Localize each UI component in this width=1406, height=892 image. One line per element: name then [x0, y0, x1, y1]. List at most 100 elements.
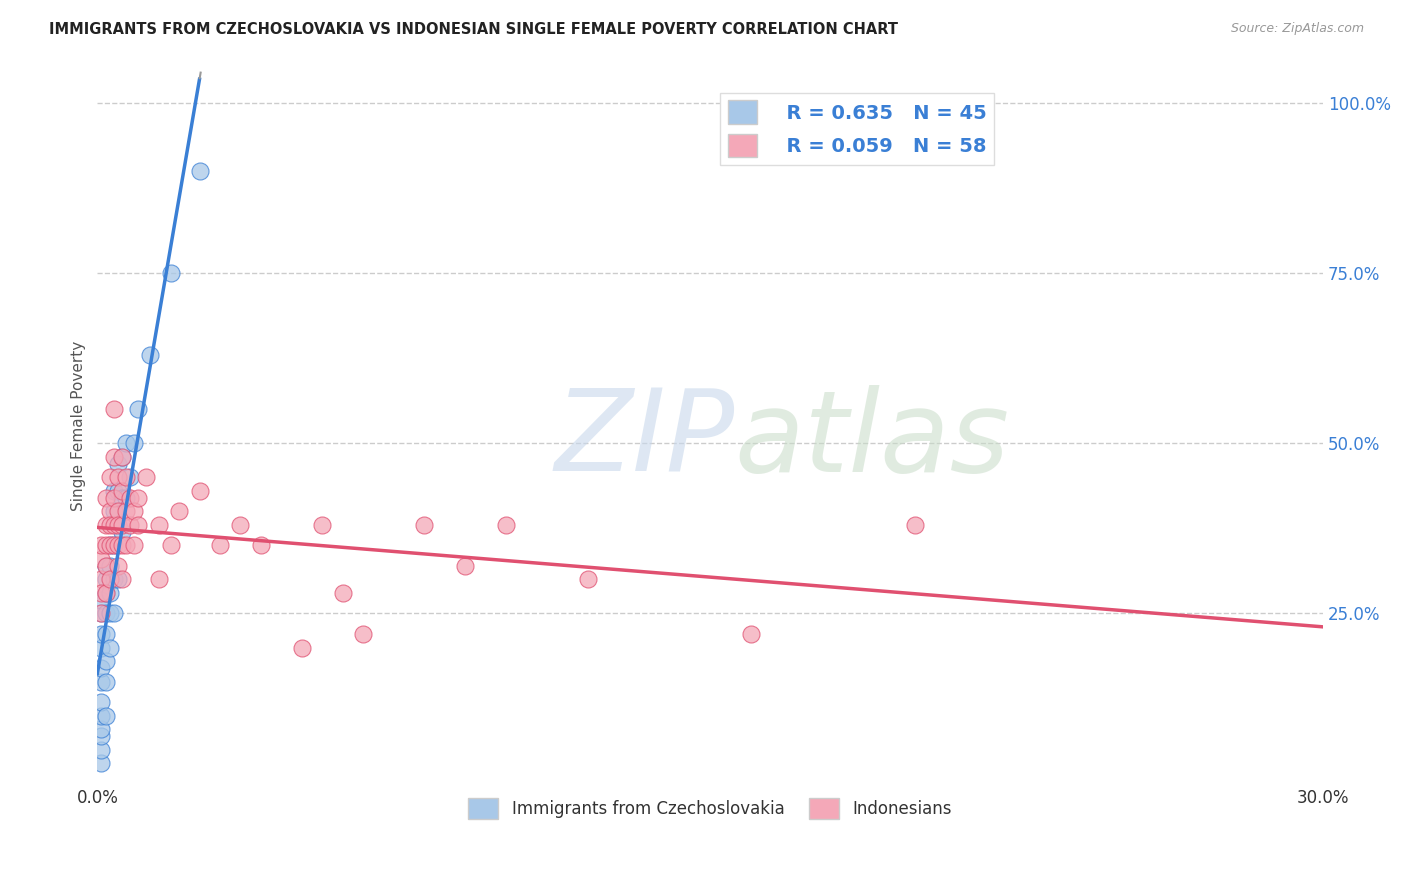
- Point: [90, 708, 112, 723]
- Text: IMMIGRANTS FROM CZECHOSLOVAKIA VS INDONESIAN SINGLE FEMALE POVERTY CORRELATION C: IMMIGRANTS FROM CZECHOSLOVAKIA VS INDONE…: [49, 22, 898, 37]
- Point: [208, 538, 231, 552]
- Point: [107, 504, 129, 518]
- Text: atlas: atlas: [735, 385, 1010, 496]
- Point: [115, 538, 138, 552]
- Point: [90, 742, 112, 756]
- Point: [115, 470, 138, 484]
- Point: [111, 483, 134, 498]
- Point: [98, 640, 121, 655]
- Point: [167, 504, 190, 518]
- Point: [148, 517, 170, 532]
- Point: [90, 723, 112, 737]
- Point: [103, 573, 125, 587]
- Point: [94, 674, 117, 689]
- Point: [90, 573, 112, 587]
- Point: [98, 558, 121, 573]
- Point: [111, 538, 134, 552]
- Point: [111, 450, 134, 464]
- Point: [103, 402, 125, 417]
- Point: [122, 436, 145, 450]
- Point: [118, 491, 141, 505]
- Point: [740, 627, 762, 641]
- Point: [107, 517, 129, 532]
- Point: [90, 592, 112, 607]
- Point: [127, 517, 149, 532]
- Point: [495, 517, 517, 532]
- Point: [103, 483, 125, 498]
- Point: [118, 470, 141, 484]
- Point: [98, 517, 121, 532]
- Point: [127, 402, 149, 417]
- Point: [135, 470, 157, 484]
- Point: [352, 627, 374, 641]
- Point: [107, 538, 129, 552]
- Point: [160, 538, 183, 552]
- Point: [94, 558, 117, 573]
- Point: [111, 491, 134, 505]
- Point: [90, 674, 112, 689]
- Point: [90, 729, 112, 743]
- Point: [90, 538, 112, 552]
- Point: [94, 573, 117, 587]
- Point: [103, 538, 125, 552]
- Point: [94, 708, 117, 723]
- Point: [311, 517, 333, 532]
- Point: [94, 627, 117, 641]
- Point: [188, 483, 211, 498]
- Point: [413, 517, 436, 532]
- Point: [98, 538, 121, 552]
- Text: Source: ZipAtlas.com: Source: ZipAtlas.com: [1230, 22, 1364, 36]
- Point: [107, 483, 129, 498]
- Point: [160, 266, 183, 280]
- Point: [249, 538, 271, 552]
- Point: [103, 517, 125, 532]
- Point: [90, 607, 112, 621]
- Point: [127, 491, 149, 505]
- Point: [90, 695, 112, 709]
- Point: [98, 586, 121, 600]
- Point: [94, 607, 117, 621]
- Point: [903, 517, 925, 532]
- Point: [122, 538, 145, 552]
- Point: [103, 491, 125, 505]
- Point: [94, 517, 117, 532]
- Point: [90, 586, 112, 600]
- Legend: Immigrants from Czechoslovakia, Indonesians: Immigrants from Czechoslovakia, Indonesi…: [461, 792, 959, 825]
- Point: [107, 573, 129, 587]
- Point: [118, 517, 141, 532]
- Point: [139, 348, 162, 362]
- Point: [90, 552, 112, 566]
- Point: [107, 470, 129, 484]
- Point: [94, 654, 117, 668]
- Point: [148, 573, 170, 587]
- Point: [291, 640, 314, 655]
- Point: [90, 661, 112, 675]
- Y-axis label: Single Female Poverty: Single Female Poverty: [72, 341, 86, 511]
- Point: [103, 504, 125, 518]
- Point: [111, 450, 134, 464]
- Point: [122, 504, 145, 518]
- Point: [107, 517, 129, 532]
- Text: ZIP: ZIP: [554, 385, 735, 496]
- Point: [103, 450, 125, 464]
- Point: [115, 491, 138, 505]
- Point: [115, 504, 138, 518]
- Point: [107, 558, 129, 573]
- Point: [94, 491, 117, 505]
- Point: [103, 607, 125, 621]
- Point: [454, 558, 477, 573]
- Point: [98, 470, 121, 484]
- Point: [98, 607, 121, 621]
- Point: [90, 756, 112, 771]
- Point: [111, 573, 134, 587]
- Point: [332, 586, 354, 600]
- Point: [115, 436, 138, 450]
- Point: [103, 538, 125, 552]
- Point: [94, 538, 117, 552]
- Point: [98, 573, 121, 587]
- Point: [90, 640, 112, 655]
- Point: [576, 573, 599, 587]
- Point: [229, 517, 252, 532]
- Point: [94, 586, 117, 600]
- Point: [94, 586, 117, 600]
